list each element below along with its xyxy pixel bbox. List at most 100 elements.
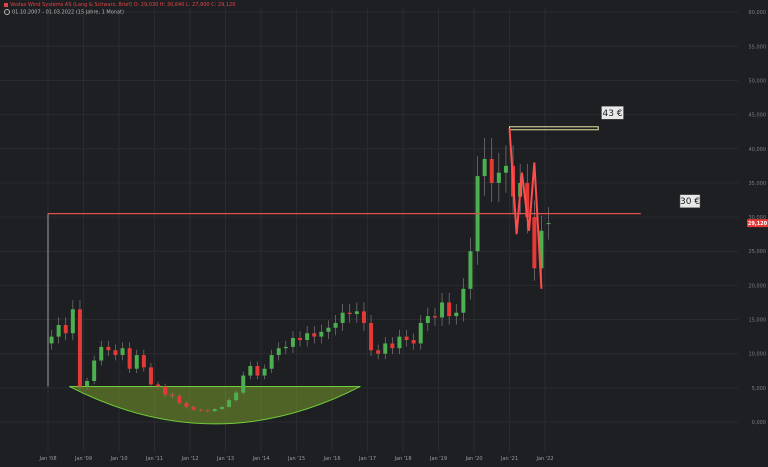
y-tick-label: 60,000 bbox=[749, 10, 767, 16]
chart-title: Vestas Wind Systems AS (Lang & Schwarz, … bbox=[4, 2, 235, 8]
x-tick-label: Jan '20 bbox=[464, 456, 482, 462]
candle-body bbox=[163, 386, 168, 395]
candle-body bbox=[532, 217, 537, 269]
y-tick-label: 15,000 bbox=[749, 318, 767, 324]
candle-body bbox=[539, 230, 544, 269]
candle-body bbox=[170, 394, 175, 397]
candle-body bbox=[411, 340, 416, 344]
candle-body bbox=[326, 327, 331, 332]
candle-body bbox=[425, 316, 430, 323]
candle-body bbox=[383, 343, 388, 354]
candle-body bbox=[283, 346, 288, 349]
target-line bbox=[509, 126, 599, 131]
candle-body bbox=[461, 288, 466, 313]
x-tick-label: Jan '15 bbox=[287, 456, 305, 462]
x-tick-label: Jan '17 bbox=[358, 456, 376, 462]
y-tick-label: 10,000 bbox=[749, 352, 767, 358]
candle-body bbox=[255, 365, 260, 376]
candle-body bbox=[361, 311, 366, 323]
zigzag-pattern bbox=[508, 128, 543, 289]
candle-body bbox=[340, 312, 345, 323]
candle-body bbox=[106, 346, 111, 351]
candle-body bbox=[489, 159, 494, 183]
candle-body bbox=[503, 165, 508, 173]
x-tick-label: Jan '14 bbox=[251, 456, 269, 462]
candle-body bbox=[49, 336, 54, 344]
candle-body bbox=[276, 348, 281, 356]
y-tick-label: 20,000 bbox=[749, 283, 767, 289]
candle-body bbox=[319, 331, 324, 337]
candle-body bbox=[376, 350, 381, 354]
candle-body bbox=[496, 172, 501, 183]
x-tick-label: Jan '22 bbox=[535, 456, 553, 462]
target-label: 43 € bbox=[602, 109, 622, 119]
candle-body bbox=[127, 348, 132, 369]
x-tick-label: Jan '21 bbox=[500, 456, 518, 462]
x-tick-label: Jan '13 bbox=[216, 456, 234, 462]
candle-body bbox=[468, 251, 473, 289]
last-price-tag bbox=[747, 219, 768, 228]
chart-logo-icon bbox=[4, 2, 8, 7]
candle-body bbox=[156, 384, 161, 387]
x-tick-label: Jan '16 bbox=[322, 456, 340, 462]
y-tick-label: 35,000 bbox=[749, 181, 767, 187]
candle-body bbox=[205, 410, 210, 412]
last-price-label: 29,120 bbox=[748, 221, 768, 227]
candle-body bbox=[134, 355, 139, 369]
candle-body bbox=[397, 336, 402, 349]
candle-body bbox=[546, 223, 551, 225]
y-tick-label: 40,000 bbox=[749, 147, 767, 153]
candle-body bbox=[418, 322, 423, 344]
x-tick-label: Jan '19 bbox=[429, 456, 447, 462]
candle-body bbox=[234, 392, 239, 401]
clock-icon bbox=[4, 9, 10, 15]
candle-body bbox=[454, 312, 459, 317]
cup-pattern bbox=[69, 385, 361, 425]
candle-body bbox=[248, 365, 253, 376]
candle-body bbox=[92, 360, 97, 382]
candle-body bbox=[85, 381, 90, 387]
chart-range: 01.10.2007 - 01.03.2022 (15 Jahre, 1 Mon… bbox=[4, 9, 124, 16]
x-tick-label: Jan '08 bbox=[38, 456, 56, 462]
resistance-label: 30 € bbox=[680, 197, 700, 207]
candle-body bbox=[56, 325, 61, 337]
candle-body bbox=[212, 409, 217, 412]
x-tick-label: Jan '11 bbox=[145, 456, 163, 462]
candle-body bbox=[120, 348, 125, 356]
candle-body bbox=[241, 375, 246, 393]
chart-title-text: Vestas Wind Systems AS (Lang & Schwarz, … bbox=[10, 2, 236, 8]
candle-body bbox=[347, 312, 352, 315]
candle-body bbox=[148, 367, 153, 385]
y-tick-label: 30,000 bbox=[749, 215, 767, 221]
candle-body bbox=[141, 355, 146, 368]
x-tick-label: Jan '09 bbox=[74, 456, 92, 462]
y-tick-label: 5,000 bbox=[752, 386, 766, 392]
candle-body bbox=[354, 311, 359, 315]
candle-body bbox=[191, 406, 196, 410]
candle-body bbox=[525, 182, 530, 218]
x-tick-label: Jan '18 bbox=[393, 456, 411, 462]
x-tick-label: Jan '10 bbox=[109, 456, 127, 462]
resistance-label-box bbox=[679, 194, 701, 208]
y-tick-label: 0,000 bbox=[752, 420, 766, 426]
candle-body bbox=[262, 368, 267, 376]
y-tick-label: 55,000 bbox=[749, 44, 767, 50]
candle-body bbox=[290, 337, 295, 347]
candle-body bbox=[432, 316, 437, 318]
candle-body bbox=[390, 343, 395, 349]
candle-body bbox=[269, 355, 274, 369]
chart-range-text: 01.10.2007 - 01.03.2022 (15 Jahre, 1 Mon… bbox=[12, 9, 124, 16]
candle-body bbox=[113, 350, 118, 356]
candle-body bbox=[298, 337, 303, 341]
candle-body bbox=[440, 302, 445, 318]
candle-body bbox=[305, 333, 310, 341]
target-label-box bbox=[601, 106, 624, 120]
candle-body bbox=[77, 309, 82, 387]
candle-body bbox=[70, 309, 75, 334]
y-tick-label: 45,000 bbox=[749, 113, 767, 119]
candle-body bbox=[404, 336, 409, 341]
candle-body bbox=[198, 409, 203, 411]
x-tick-label: Jan '12 bbox=[180, 456, 198, 462]
